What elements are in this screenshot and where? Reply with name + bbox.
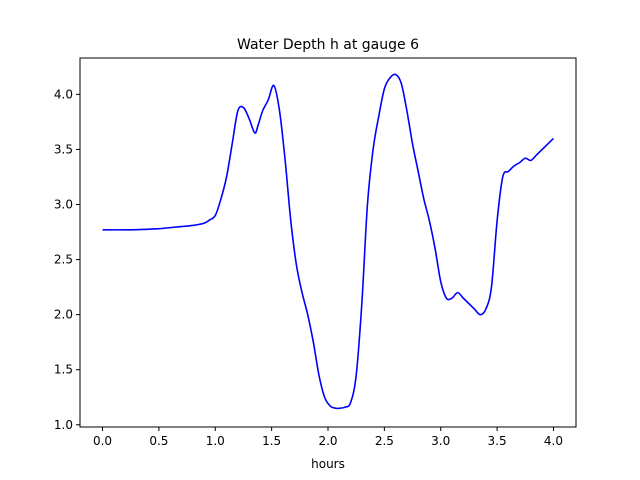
- x-tick-label: 3.5: [488, 434, 507, 448]
- plot-area: [102, 73, 555, 410]
- x-tick-label: 2.5: [375, 434, 394, 448]
- x-tick-label: 0.0: [93, 434, 112, 448]
- y-tick-label: 1.5: [54, 363, 73, 377]
- y-axis: 1.0 1.5 2.0 2.5 3.0 3.5 4.0: [54, 87, 80, 432]
- y-tick-label: 4.0: [54, 87, 73, 101]
- x-tick-label: 3.0: [431, 434, 450, 448]
- x-tick-label: 1.0: [206, 434, 225, 448]
- x-tick-label: 4.0: [544, 434, 563, 448]
- x-tick-label: 1.5: [262, 434, 281, 448]
- y-tick-label: 3.0: [54, 197, 73, 211]
- y-tick-label: 2.5: [54, 253, 73, 267]
- y-tick-label: 1.0: [54, 418, 73, 432]
- series-line-0: [102, 73, 555, 410]
- chart-title: Water Depth h at gauge 6: [237, 37, 419, 53]
- y-tick-label: 2.0: [54, 308, 73, 322]
- plot-frame: [79, 57, 577, 428]
- x-axis-label: hours: [311, 457, 345, 471]
- x-tick-label: 2.0: [318, 434, 337, 448]
- y-tick-label: 3.5: [54, 142, 73, 156]
- x-tick-label: 0.5: [149, 434, 168, 448]
- x-axis: 0.0 0.5 1.0 1.5 2.0 2.5 3.0 3.5 4.0: [93, 427, 563, 448]
